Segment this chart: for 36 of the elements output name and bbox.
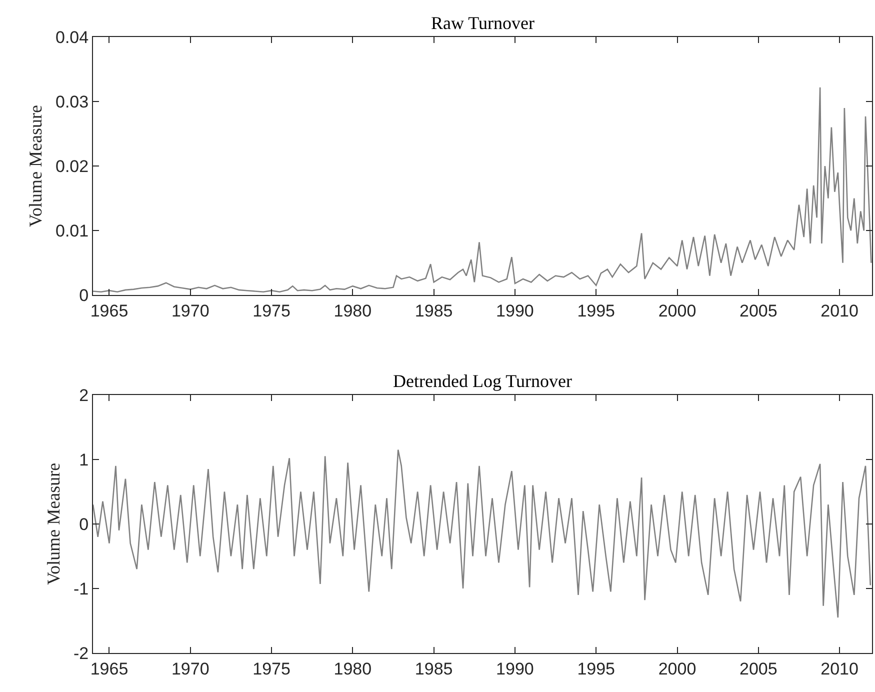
chart-title: Detrended Log Turnover (393, 371, 572, 391)
line-series (93, 86, 872, 293)
x-tick-label: 1985 (414, 659, 453, 678)
y-tick-label: 0 (79, 514, 89, 534)
x-tick-label: 1965 (90, 659, 128, 678)
y-tick-label: 0.02 (56, 157, 89, 176)
line-series (93, 449, 872, 618)
y-tick-label: 0 (79, 286, 89, 306)
x-tick-label: 2000 (658, 659, 696, 678)
x-tick-label: 1970 (171, 302, 210, 321)
x-tick-label: 1990 (496, 302, 534, 321)
x-tick-label: 1980 (334, 302, 372, 321)
y-tick-label: -2 (73, 644, 89, 663)
x-tick-label: 2010 (820, 659, 858, 678)
y-tick-label: 0.01 (56, 222, 89, 241)
y-tick-label: 0.04 (56, 28, 89, 47)
x-tick-label: 2010 (820, 302, 858, 321)
y-tick-label: -1 (73, 579, 89, 598)
y-axis-title: Volume Measure (44, 462, 64, 586)
x-tick-label: 1970 (171, 659, 210, 678)
y-tick-label: 2 (79, 386, 89, 405)
x-tick-label: 2005 (739, 659, 778, 678)
x-tick-label: 1975 (252, 302, 290, 321)
x-tick-label: 1980 (334, 659, 372, 678)
x-tick-label: 1975 (252, 659, 290, 678)
x-tick-label: 2000 (658, 302, 696, 321)
x-tick-label: 1965 (90, 302, 128, 321)
x-tick-label: 1990 (496, 659, 534, 678)
x-tick-label: 1995 (577, 659, 616, 678)
y-tick-label: 0.03 (56, 92, 89, 112)
y-axis-title: Volume Measure (26, 104, 46, 228)
x-tick-label: 1995 (577, 302, 616, 321)
x-tick-label: 2005 (739, 302, 778, 321)
chart-title: Raw Turnover (431, 13, 535, 33)
x-tick-label: 1985 (414, 302, 453, 321)
y-tick-label: 1 (79, 450, 89, 470)
